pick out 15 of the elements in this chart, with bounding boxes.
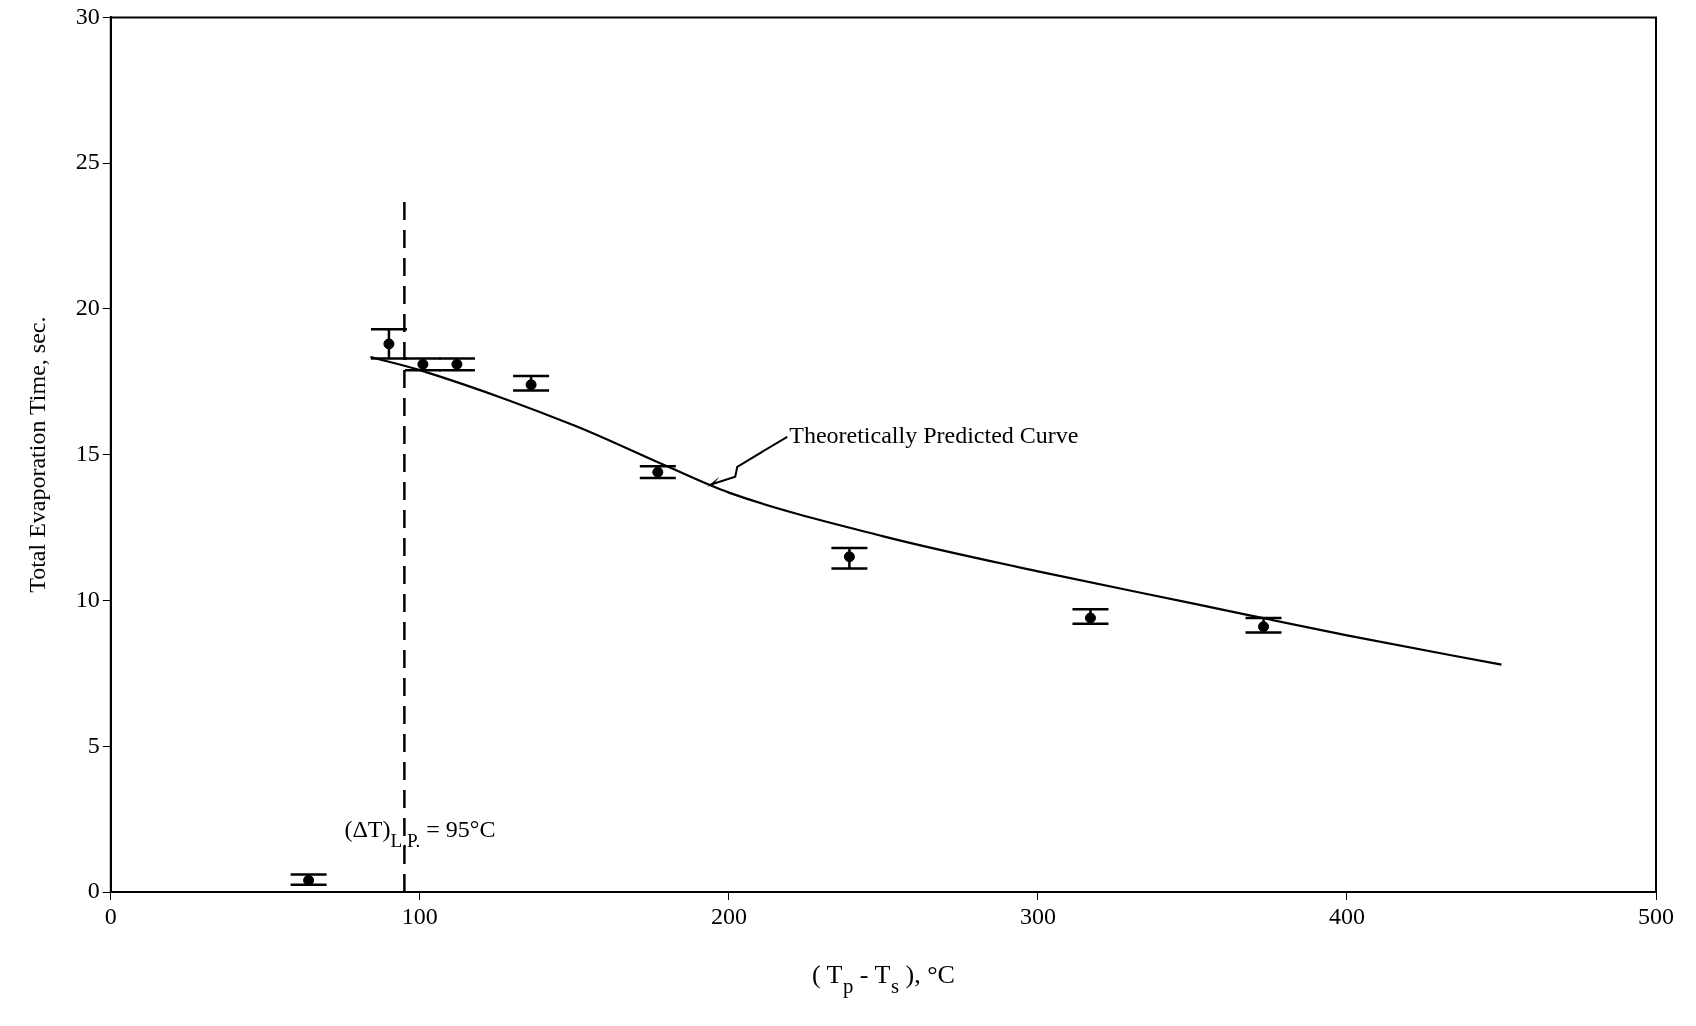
y-tick-label: 0	[87, 877, 100, 904]
x-tick-label: 500	[1638, 902, 1674, 929]
x-tick-label: 200	[710, 902, 747, 929]
y-tick-label: 20	[75, 294, 100, 321]
y-axis-title: Total Evaporation Time, sec.	[23, 316, 50, 593]
y-tick-label: 10	[75, 585, 100, 612]
x-tick-label: 300	[1019, 902, 1056, 929]
y-tick-label: 30	[75, 2, 100, 29]
x-tick-label: 100	[401, 902, 438, 929]
x-tick-label: 400	[1328, 902, 1365, 929]
y-tick-label: 15	[75, 440, 100, 466]
annotation: Theoretically Predicted Curve	[789, 422, 1079, 449]
y-tick-label: 5	[87, 731, 100, 758]
y-tick-label: 25	[75, 148, 100, 175]
x-tick-label: 0	[104, 902, 117, 929]
